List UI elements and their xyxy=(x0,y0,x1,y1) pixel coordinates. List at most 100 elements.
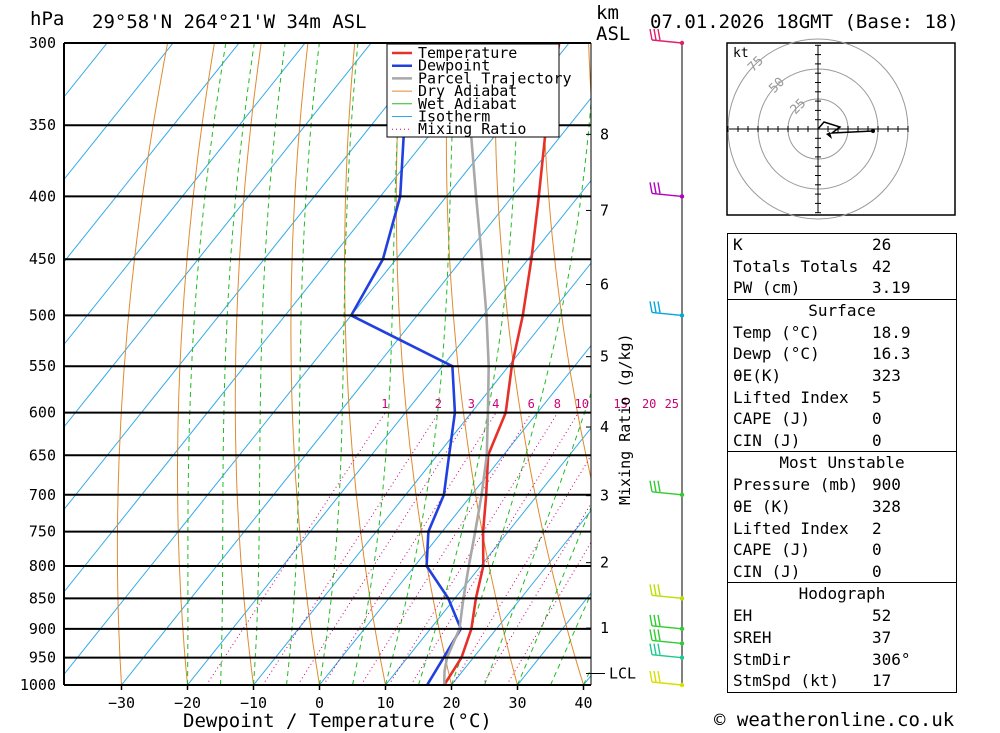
surface-label: θE(K) xyxy=(733,365,782,385)
surface-label: CAPE (J) xyxy=(733,409,811,429)
wet-adiabat-line xyxy=(550,592,591,685)
most-unstable-row: Lifted Index 2 xyxy=(728,518,956,540)
legend-entry: Temperature xyxy=(418,44,517,62)
dry-adiabat-line xyxy=(290,43,320,685)
wind-barb-feather xyxy=(649,643,653,655)
surface-row: CIN (J) 0 xyxy=(728,430,956,452)
most-unstable-row: θE (K) 328 xyxy=(728,496,956,518)
surface-value: 0 xyxy=(872,409,882,429)
temperature-tick-label: 20 xyxy=(442,694,460,712)
pressure-tick-label: 600 xyxy=(29,404,56,422)
hodograph-trace xyxy=(817,121,874,134)
pressure-tick-label: 700 xyxy=(29,486,56,504)
surface-value: 18.9 xyxy=(872,322,911,342)
pressure-tick-label: 1000 xyxy=(20,676,56,694)
mixing-ratio-label: 1 xyxy=(381,397,388,411)
pressure-tick-label: 650 xyxy=(29,446,56,464)
wind-barb-feather xyxy=(653,614,657,626)
height-tick-label: 1 xyxy=(600,619,609,637)
surface-label: Dewp (°C) xyxy=(733,344,820,364)
surface-label: Lifted Index xyxy=(733,387,849,407)
most-unstable-label: CIN (J) xyxy=(733,561,801,581)
mixing-ratio-line xyxy=(323,412,497,685)
parcel-trajectory-line xyxy=(442,43,491,685)
most-unstable-label: Pressure (mb) xyxy=(733,475,859,495)
pressure-axis: 300 350 400 450 500 550 600 650 700 750 800 850 900 9… xyxy=(20,34,591,694)
mixing-ratio-line xyxy=(506,541,591,685)
surface-value: 323 xyxy=(872,365,901,385)
legend-entry: Dry Adiabat xyxy=(418,82,517,100)
dry-adiabat-line xyxy=(116,43,169,685)
mixing-ratio-line xyxy=(297,412,473,685)
pressure-tick-label: 750 xyxy=(29,523,56,541)
wet-adiabat-line xyxy=(286,43,320,685)
index-value: 42 xyxy=(872,256,892,276)
mixing-ratio-label: 25 xyxy=(665,397,679,411)
hodograph-value: 37 xyxy=(872,627,892,647)
wet-adiabat-line xyxy=(319,43,359,685)
hodograph-value: 52 xyxy=(872,606,892,626)
isotherm-line xyxy=(64,43,570,676)
pressure-tick-label: 800 xyxy=(29,557,56,575)
wind-barb-feather xyxy=(649,584,653,596)
wind-barb-staff xyxy=(651,311,683,317)
wind-barb-feather xyxy=(657,584,661,596)
legend-entry: Wet Adiabat xyxy=(418,95,517,113)
mixing-ratio-axis-label: Mixing Ratio (g/kg) xyxy=(616,333,634,505)
wind-barb-staff xyxy=(651,625,683,630)
pressure-tick-label: 300 xyxy=(29,34,56,52)
hodograph-end-marker xyxy=(871,129,875,133)
wind-barb-feather xyxy=(653,643,657,655)
index-row: Totals Totals 42 xyxy=(728,256,956,278)
legend-entry: Dewpoint xyxy=(418,57,490,75)
mixing-ratio-line xyxy=(451,454,591,685)
mixing-ratio-line xyxy=(360,412,533,685)
index-panel: K 26 Totals Totals 42 PW (cm) 3.19 Surface Te… xyxy=(727,233,957,693)
hodograph-value: 306° xyxy=(872,649,911,669)
wind-barb-feather xyxy=(657,480,661,492)
mixing-ratio-label: 8 xyxy=(554,397,561,411)
height-tick-label: 2 xyxy=(600,554,609,572)
height-tick-label: 3 xyxy=(600,487,609,505)
pressure-tick-label: 550 xyxy=(29,357,56,375)
wet-adiabat-line xyxy=(418,43,520,685)
datetime-title: 07.01.2026 18GMT (Base: 18) xyxy=(650,11,959,33)
mixing-ratio-labels: 1 2 3 4 6 8 10 15 20 25 xyxy=(381,397,679,411)
height-axis: 1 2 3 4 5 6 7 8 LCL xyxy=(586,43,636,685)
height-tick-label: 8 xyxy=(600,125,609,143)
wet-adiabat-line xyxy=(253,43,286,685)
height-tick-label: 6 xyxy=(600,276,609,294)
most-unstable-section: Most Unstable Pressure (mb) 900 θE (K) 328 L… xyxy=(728,451,956,582)
surface-value: 0 xyxy=(872,430,882,450)
isotherm-line xyxy=(385,427,591,685)
wind-barb-staff xyxy=(651,653,683,659)
height-tick-label: 5 xyxy=(600,348,609,366)
wind-barbs xyxy=(649,28,685,688)
hodograph-section: Hodograph EH 52 SREH 37 StmDir 306° StmSpd (kt… xyxy=(728,582,956,691)
wind-barb-feather xyxy=(653,182,657,194)
most-unstable-label: Lifted Index xyxy=(733,518,849,538)
most-unstable-value: 900 xyxy=(872,475,901,495)
hodograph-label: StmSpd (kt) xyxy=(733,671,839,691)
most-unstable-heading: Most Unstable xyxy=(779,453,905,473)
copyright-text: © weatheronline.co.uk xyxy=(714,709,955,731)
wind-barb-staff xyxy=(651,594,683,600)
pressure-tick-label: 950 xyxy=(29,649,56,667)
wind-barb-staff xyxy=(651,491,683,496)
most-unstable-label: CAPE (J) xyxy=(733,540,811,560)
wind-barb-feather xyxy=(649,629,653,641)
surface-value: 5 xyxy=(872,387,882,407)
legend-entry: Isotherm xyxy=(418,108,490,126)
isotherm-line xyxy=(64,43,174,181)
wind-barb-staff xyxy=(651,192,683,198)
height-tick-label: 7 xyxy=(600,201,609,219)
legend-box xyxy=(386,43,560,138)
most-unstable-value: 0 xyxy=(872,540,882,560)
hodograph-row: SREH 37 xyxy=(728,627,956,649)
wind-barb-feather xyxy=(653,629,657,641)
wind-barb-feather xyxy=(657,670,661,683)
dry-adiabat-line xyxy=(234,43,262,685)
temperature-line xyxy=(443,43,561,685)
